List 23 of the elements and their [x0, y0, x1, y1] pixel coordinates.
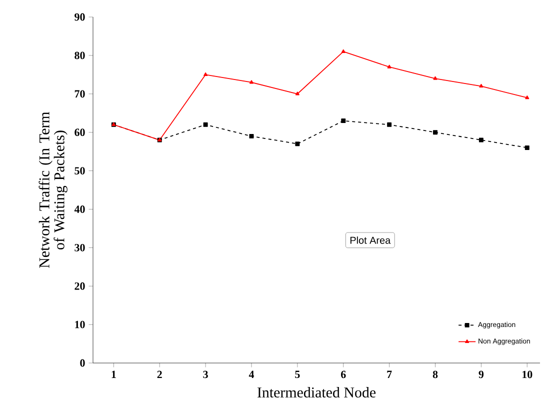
x-tick-label: 6	[341, 370, 346, 378]
x-axis-title: Intermediated Node	[258, 387, 376, 398]
x-tick-label: 9	[478, 370, 484, 378]
y-tick-label: 90	[74, 13, 85, 21]
y-tick-label: 20	[74, 282, 85, 290]
x-tick-label: 3	[203, 370, 208, 378]
annotation: Plot Area	[350, 236, 391, 244]
x-tick-label: 5	[295, 370, 300, 378]
x-tick-label: 2	[157, 370, 162, 378]
y-tick-label: 50	[74, 167, 85, 174]
y-tick-label: 70	[74, 90, 85, 98]
y-tick-label: 60	[74, 128, 85, 136]
x-tick-label: 1	[112, 370, 116, 378]
x-tick-label: 8	[432, 370, 438, 378]
x-tick-label: 7	[387, 370, 392, 378]
y-tick-label: 80	[74, 52, 85, 60]
y-tick-label: 0	[80, 359, 85, 367]
x-tick-label: 4	[248, 370, 254, 378]
x-tick-label: 10	[522, 370, 532, 378]
y-axis-title: Network Traffic (In Term of Waiting Packets)	[38, 112, 68, 268]
y-tick-label: 30	[74, 244, 85, 252]
y-tick-label: 10	[75, 320, 85, 328]
y-tick-label: 40	[74, 206, 85, 213]
